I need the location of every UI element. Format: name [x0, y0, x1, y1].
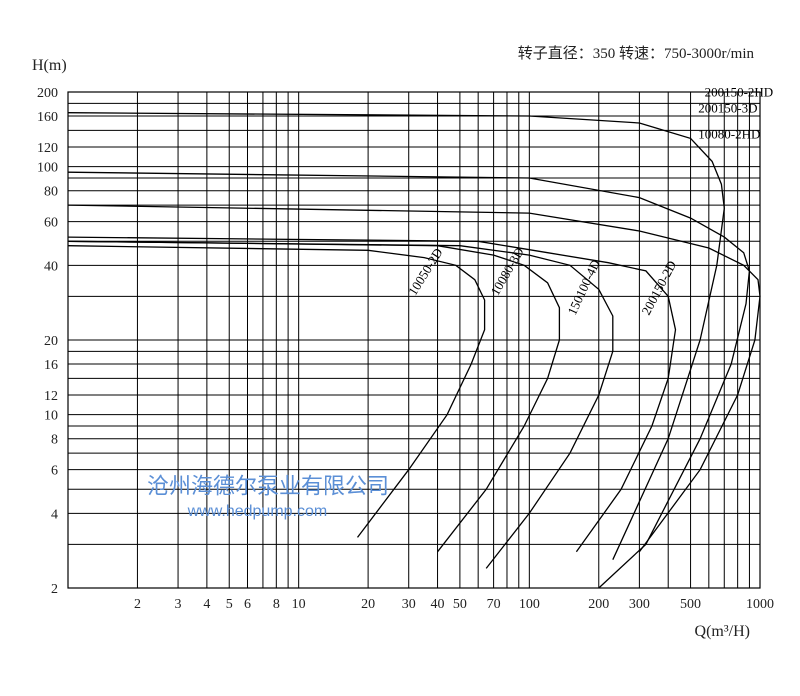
x-tick-label: 300	[629, 597, 650, 612]
x-tick-label: 8	[273, 597, 280, 612]
x-tick-label: 100	[519, 597, 540, 612]
y-tick-label: 10	[44, 409, 58, 424]
pump-performance-chart: 2345681020304050701002003005001000246810…	[0, 0, 800, 696]
watermark-url: www.hedpump.com	[187, 503, 328, 520]
y-tick-label: 12	[44, 389, 58, 404]
x-tick-label: 50	[453, 597, 467, 612]
x-tick-label: 200	[588, 597, 609, 612]
y-tick-label: 120	[37, 141, 58, 156]
y-tick-label: 4	[51, 507, 58, 522]
y-tick-label: 16	[44, 358, 58, 373]
x-tick-label: 6	[244, 597, 251, 612]
watermark-company: 沧州海德尔泵业有限公司	[147, 474, 389, 499]
grid	[68, 92, 760, 588]
x-tick-label: 3	[175, 597, 182, 612]
x-tick-label: 10	[292, 597, 306, 612]
y-tick-label: 20	[44, 334, 58, 349]
x-tick-label: 500	[680, 597, 701, 612]
header-spec: 转子直径：350 转速：750-3000r/min	[518, 45, 755, 62]
chart-background	[0, 0, 800, 696]
y-tick-label: 200	[37, 86, 58, 101]
y-axis-title: H(m)	[32, 57, 67, 74]
y-tick-label: 6	[51, 464, 58, 479]
y-tick-label: 40	[44, 259, 58, 274]
curve-label-10080-2HD: 10080-2HD	[698, 126, 760, 141]
x-tick-label: 1000	[746, 597, 774, 612]
curve-label-200150-3D: 200150-3D	[698, 101, 757, 116]
x-tick-label: 30	[402, 597, 416, 612]
curve-label-200150-2HD: 200150-2HD	[705, 84, 774, 99]
y-tick-label: 80	[44, 185, 58, 200]
x-tick-label: 70	[487, 597, 501, 612]
x-tick-label: 4	[203, 597, 210, 612]
x-tick-label: 20	[361, 597, 375, 612]
x-tick-label: 5	[226, 597, 233, 612]
y-tick-label: 160	[37, 110, 58, 125]
x-axis-title: Q(m³/H)	[695, 623, 750, 640]
x-tick-label: 2	[134, 597, 141, 612]
x-tick-label: 40	[431, 597, 445, 612]
y-tick-label: 100	[37, 161, 58, 176]
y-tick-label: 8	[51, 433, 58, 448]
y-tick-label: 60	[44, 216, 58, 231]
y-tick-label: 2	[51, 582, 58, 597]
chart-svg: 2345681020304050701002003005001000246810…	[0, 0, 800, 696]
